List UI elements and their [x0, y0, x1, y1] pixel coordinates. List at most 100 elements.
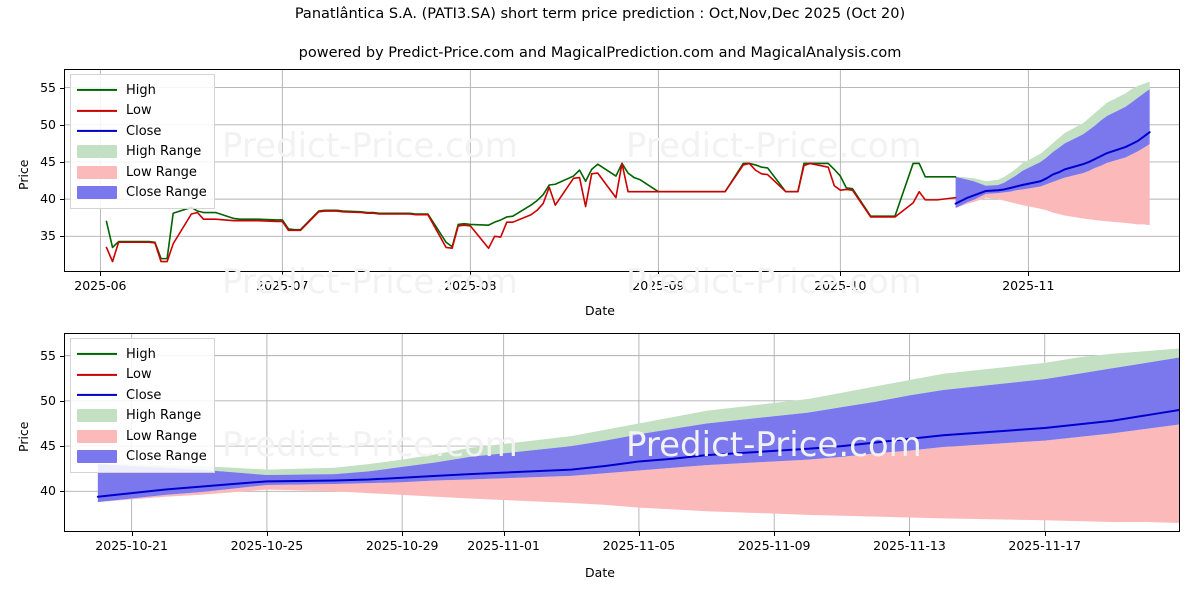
top-x-tick-mark	[840, 272, 842, 276]
bottom-x-tick: 2025-10-25	[230, 538, 304, 553]
bottom-x-tick: 2025-11-05	[602, 538, 676, 553]
top-legend-item-high: High	[77, 80, 207, 101]
bottom-x-tick-mark	[1044, 532, 1046, 536]
bottom-x-tick: 2025-11-09	[737, 538, 811, 553]
bottom-y-tick-mark	[60, 400, 64, 402]
top-y-axis-label: Price	[16, 159, 31, 191]
bottom-legend-swatch-high-range-icon	[77, 409, 117, 423]
bottom-legend-swatch-low-icon	[77, 369, 117, 381]
bottom-legend-item-high: High	[77, 344, 207, 365]
bottom-y-tick: 40	[40, 483, 56, 499]
top-y-tick-mark	[60, 161, 64, 163]
bottom-y-tick: 50	[40, 392, 56, 408]
top-legend-swatch-high-range-icon	[77, 145, 117, 159]
bottom-x-tick-mark	[774, 532, 776, 536]
bottom-legend-label: High	[126, 346, 156, 362]
watermark-top-left: Predict-Price.com	[222, 126, 518, 166]
top-plot-border	[64, 69, 1180, 272]
top-legend-label: Close Range	[126, 185, 207, 201]
bottom-legend-label: High Range	[126, 408, 202, 424]
bottom-chart-legend: High Low Close High Range Low Range Close Ran…	[70, 338, 215, 473]
top-x-tick: 2025-06	[74, 278, 127, 293]
top-legend-item-low: Low	[77, 101, 207, 122]
top-y-tick: 35	[40, 228, 56, 244]
page-subtitle: powered by Predict-Price.com and Magical…	[298, 45, 902, 61]
watermark-bottom-left: Predict-Price.com	[222, 425, 518, 465]
top-legend-swatch-low-icon	[77, 105, 117, 117]
top-legend-swatch-high-icon	[77, 84, 117, 96]
top-legend-swatch-close-icon	[77, 125, 117, 137]
watermark-mid-right: Predict-Price.com	[626, 262, 922, 302]
top-legend-swatch-close-range-icon	[77, 186, 117, 200]
bottom-legend-label: Low	[126, 367, 152, 383]
top-legend-label: Close	[126, 123, 162, 139]
top-legend-item-close-range: Close Range	[77, 183, 207, 204]
top-x-tick: 2025-10	[814, 278, 867, 293]
bottom-plot-border	[64, 333, 1180, 532]
bottom-legend-item-low: Low	[77, 365, 207, 386]
bottom-legend-item-close-range: Close Range	[77, 447, 207, 468]
bottom-x-tick-mark	[909, 532, 911, 536]
bottom-legend-item-close: Close	[77, 385, 207, 406]
top-y-tick-mark	[60, 124, 64, 126]
top-chart-panel	[64, 69, 1180, 272]
bottom-legend-swatch-low-range-icon	[77, 429, 117, 443]
bottom-x-tick: 2025-10-29	[365, 538, 439, 553]
bottom-y-axis-label: Price	[16, 421, 31, 453]
bottom-legend-swatch-high-icon	[77, 348, 117, 360]
bottom-x-axis-label: Date	[585, 565, 615, 580]
bottom-y-tick: 45	[40, 438, 56, 454]
top-legend-item-close: Close	[77, 121, 207, 142]
top-legend-swatch-low-range-icon	[77, 165, 117, 179]
bottom-x-tick-mark	[638, 532, 640, 536]
top-x-tick: 2025-07	[256, 278, 309, 293]
top-x-tick: 2025-11	[1002, 278, 1055, 293]
top-y-tick-mark	[60, 87, 64, 89]
bottom-y-tick-mark	[60, 491, 64, 493]
bottom-x-tick-mark	[503, 532, 505, 536]
top-x-axis-label: Date	[585, 303, 615, 318]
bottom-x-tick-mark	[131, 532, 133, 536]
top-legend-item-low-range: Low Range	[77, 162, 207, 183]
bottom-legend-item-high-range: High Range	[77, 406, 207, 427]
top-legend-item-high-range: High Range	[77, 142, 207, 163]
top-legend-label: Low Range	[126, 164, 197, 180]
watermark-bottom-right: Predict-Price.com	[626, 425, 922, 465]
top-x-tick-mark	[470, 272, 472, 276]
bottom-legend-swatch-close-icon	[77, 389, 117, 401]
top-y-tick: 40	[40, 191, 56, 207]
top-x-tick-mark	[282, 272, 284, 276]
bottom-x-tick: 2025-11-13	[873, 538, 946, 553]
top-y-tick: 55	[40, 79, 56, 95]
top-x-tick: 2025-09	[632, 278, 685, 293]
bottom-x-tick-mark	[266, 532, 268, 536]
bottom-x-tick: 2025-11-17	[1008, 538, 1082, 553]
top-x-tick: 2025-08	[444, 278, 497, 293]
bottom-legend-label: Close Range	[126, 449, 207, 465]
top-y-tick-mark	[60, 199, 64, 201]
page-title: Panatlântica S.A. (PATI3.SA) short term …	[294, 6, 906, 22]
bottom-legend-label: Close	[126, 387, 162, 403]
top-y-tick: 50	[40, 116, 56, 132]
top-chart-legend: High Low Close High Range Low Range Close Ran…	[70, 74, 215, 209]
top-y-tick: 45	[40, 153, 56, 169]
bottom-legend-swatch-close-range-icon	[77, 450, 117, 464]
watermark-top-right: Predict-Price.com	[626, 126, 922, 166]
bottom-y-tick-mark	[60, 446, 64, 448]
bottom-y-tick-mark	[60, 355, 64, 357]
top-x-tick-mark	[658, 272, 660, 276]
bottom-x-tick: 2025-11-01	[467, 538, 540, 553]
bottom-y-tick: 55	[40, 347, 56, 363]
bottom-chart-plot	[64, 333, 1180, 532]
top-x-tick-mark	[100, 272, 102, 276]
top-legend-label: High	[126, 82, 156, 98]
bottom-legend-item-low-range: Low Range	[77, 426, 207, 447]
top-legend-label: High Range	[126, 144, 202, 160]
bottom-legend-label: Low Range	[126, 428, 197, 444]
top-x-tick-mark	[1028, 272, 1030, 276]
bottom-chart-panel	[64, 333, 1180, 532]
bottom-x-tick-mark	[402, 532, 404, 536]
bottom-x-tick: 2025-10-21	[95, 538, 168, 553]
top-y-tick-mark	[60, 236, 64, 238]
